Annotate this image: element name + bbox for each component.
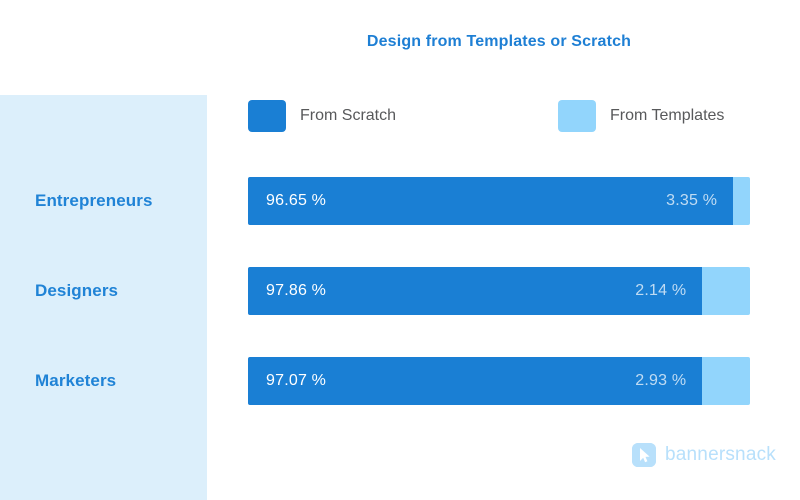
brand-logo: bannersnack [632,440,776,470]
category-label-entrepreneurs: Entrepreneurs [35,191,153,210]
bar-segment-primary[interactable]: 96.65 % 3.35 % [248,177,734,225]
bar-segment-primary[interactable]: 97.07 % 2.93 % [248,357,703,405]
category-label-designers: Designers [35,281,119,300]
bar-value-secondary: 2.14 % [635,282,687,299]
legend-item-from-scratch[interactable]: From Scratch [248,100,396,132]
bar-group: 96.65 % 3.35 % 97.86 % 2.14 % 97.07 % 2.… [248,0,750,500]
cursor-pointer-icon [632,443,656,467]
legend-label-secondary: From Templates [610,107,725,124]
bar-value-secondary: 2.93 % [635,372,687,389]
bar-value-secondary: 3.35 % [666,192,718,209]
bar-segment-primary[interactable]: 97.86 % 2.14 % [248,267,703,315]
bar-value-primary: 97.86 % [266,282,327,299]
table-row[interactable]: 97.07 % 2.93 % [248,357,750,405]
brand-name: bannersnack [665,444,776,465]
legend-item-from-templates[interactable]: From Templates [558,100,724,132]
category-panel [0,95,207,500]
bar-value-primary: 97.07 % [266,372,327,389]
legend-swatch-primary-icon [248,100,286,132]
legend-label-primary: From Scratch [300,107,397,124]
chart-title: Design from Templates or Scratch [366,33,632,50]
bar-segment-secondary[interactable] [702,267,750,315]
legend-swatch-secondary-icon [558,100,596,132]
category-label-marketers: Marketers [35,371,117,390]
bar-value-primary: 96.65 % [266,192,327,209]
bar-segment-secondary[interactable] [733,177,750,225]
table-row[interactable]: 96.65 % 3.35 % [248,177,750,225]
table-row[interactable]: 97.86 % 2.14 % [248,267,750,315]
bar-segment-secondary[interactable] [702,357,750,405]
chart-legend: From Scratch From Templates [248,100,758,132]
